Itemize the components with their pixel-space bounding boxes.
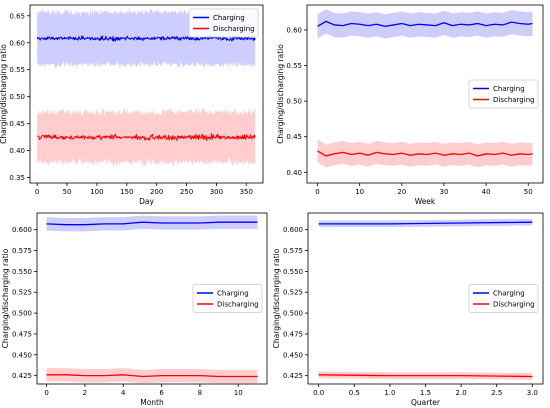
x-axis-label: Quarter [411, 398, 441, 407]
y-tick-label: 0.575 [283, 247, 303, 255]
y-tick-label: 0.50 [9, 93, 25, 101]
y-tick-label: 0.60 [286, 26, 302, 34]
x-tick-label: 100 [90, 188, 103, 196]
legend-box [468, 284, 539, 313]
legend-label: Charging [213, 14, 245, 22]
series-line-discharging [317, 150, 533, 157]
x-tick-label: 0 [35, 188, 39, 196]
x-tick-label: 2 [83, 389, 87, 397]
legend-label: Discharging [493, 301, 535, 309]
series-band-charging [46, 215, 258, 232]
series-line-charging [36, 35, 256, 42]
y-tick-label: 0.65 [9, 12, 25, 20]
series-band-charging [317, 9, 533, 39]
x-tick-label: 0.0 [313, 389, 324, 397]
axes-frame [36, 212, 268, 385]
x-tick-label: 150 [120, 188, 133, 196]
data-layer [318, 218, 533, 380]
legend-label: Charging [493, 85, 525, 93]
series-line-discharging [37, 132, 256, 142]
x-tick-label: 8 [198, 389, 202, 397]
y-tick-label: 0.40 [9, 147, 25, 155]
y-tick-label: 0.425 [283, 372, 303, 380]
x-tick-label: 0 [315, 188, 319, 196]
x-axis-label: Month [140, 398, 164, 407]
x-tick-label: 30 [440, 188, 449, 196]
data-layer [46, 215, 258, 384]
y-tick-label: 0.450 [283, 351, 303, 359]
series-line-discharging [318, 374, 533, 378]
series-line-charging [318, 221, 533, 225]
x-tick-label: 200 [150, 188, 163, 196]
x-tick-label: 6 [159, 389, 164, 397]
y-tick-label: 0.45 [286, 133, 302, 141]
legend-box [188, 8, 259, 38]
series-line-charging [317, 20, 533, 28]
x-tick-label: 0 [44, 389, 48, 397]
y-tick-label: 0.500 [12, 310, 32, 318]
series-band-discharging [37, 106, 256, 168]
legend-box [468, 79, 539, 109]
y-tick-label: 0.550 [283, 268, 303, 276]
y-tick-label: 0.475 [283, 330, 303, 338]
chart-panel-3: 0.0 0.5 1.0 1.5 2.0 2.5 3.0 0.425 0.450 0.475 0.50… [272, 212, 544, 407]
x-tick-label: 10 [234, 389, 243, 397]
y-axis-label: Charging/discharging ratio [1, 248, 10, 348]
y-tick-label: 0.500 [283, 310, 303, 318]
axes-frame [29, 4, 264, 184]
x-tick-label: 50 [524, 188, 533, 196]
x-axis-label: Day [139, 197, 154, 206]
x-tick-label: 3.0 [527, 389, 538, 397]
y-tick-label: 0.60 [9, 39, 25, 47]
y-tick-label: 0.575 [12, 247, 32, 255]
y-axis-label: Charging/discharging ratio [276, 44, 285, 144]
y-tick-label: 0.525 [283, 289, 303, 297]
chart-panel-0: 0 50 100 150 200 250 300 350 0.35 0.40 0.45 0.50 0.5… [0, 4, 264, 206]
x-tick-label: 300 [210, 188, 223, 196]
y-tick-label: 0.425 [12, 372, 32, 380]
x-tick-label: 4 [121, 389, 126, 397]
data-layer [317, 9, 533, 168]
y-tick-label: 0.450 [12, 351, 32, 359]
legend-label: Discharging [217, 301, 259, 309]
x-tick-label: 40 [482, 188, 491, 196]
x-tick-label: 20 [397, 188, 406, 196]
chart-panel-2: 0 2 4 6 8 10 0.425 0.450 0.475 0.500 0.525 0.550 0.5… [1, 212, 268, 407]
x-tick-label: 2.0 [456, 389, 467, 397]
legend-label: Charging [493, 290, 525, 298]
x-tick-label: 1.5 [420, 389, 431, 397]
y-tick-label: 0.40 [286, 169, 302, 177]
series-band-discharging [317, 139, 533, 168]
y-tick-label: 0.600 [283, 226, 303, 234]
x-tick-label: 50 [63, 188, 72, 196]
legend-box [192, 284, 263, 313]
y-tick-label: 0.45 [9, 120, 25, 128]
y-tick-label: 0.55 [286, 62, 302, 70]
x-tick-label: 1.0 [384, 389, 395, 397]
x-tick-label: 2.5 [491, 389, 502, 397]
y-tick-label: 0.525 [12, 289, 32, 297]
y-tick-label: 0.55 [9, 66, 25, 74]
y-axis-label: Charging/discharging ratio [272, 248, 281, 348]
y-tick-label: 0.35 [9, 174, 25, 182]
chart-panel-1: 0 10 20 30 40 50 0.40 0.45 0.50 0.55 0.60 Week Charg… [276, 4, 544, 206]
x-tick-label: 10 [355, 188, 364, 196]
legend-label: Discharging [493, 96, 535, 104]
legend-label: Charging [217, 290, 249, 298]
y-tick-label: 0.50 [286, 98, 302, 106]
x-tick-label: 350 [240, 188, 253, 196]
x-tick-label: 250 [180, 188, 193, 196]
y-axis-label: Charging/discharging ratio [0, 44, 8, 144]
y-tick-label: 0.475 [12, 330, 32, 338]
legend-label: Discharging [213, 25, 255, 33]
x-axis-label: Week [415, 197, 436, 206]
series-line-discharging [46, 374, 258, 378]
axes-frame [306, 4, 544, 184]
y-tick-label: 0.600 [12, 226, 32, 234]
series-line-charging [46, 221, 258, 226]
y-tick-label: 0.550 [12, 268, 32, 276]
x-tick-label: 0.5 [349, 389, 360, 397]
